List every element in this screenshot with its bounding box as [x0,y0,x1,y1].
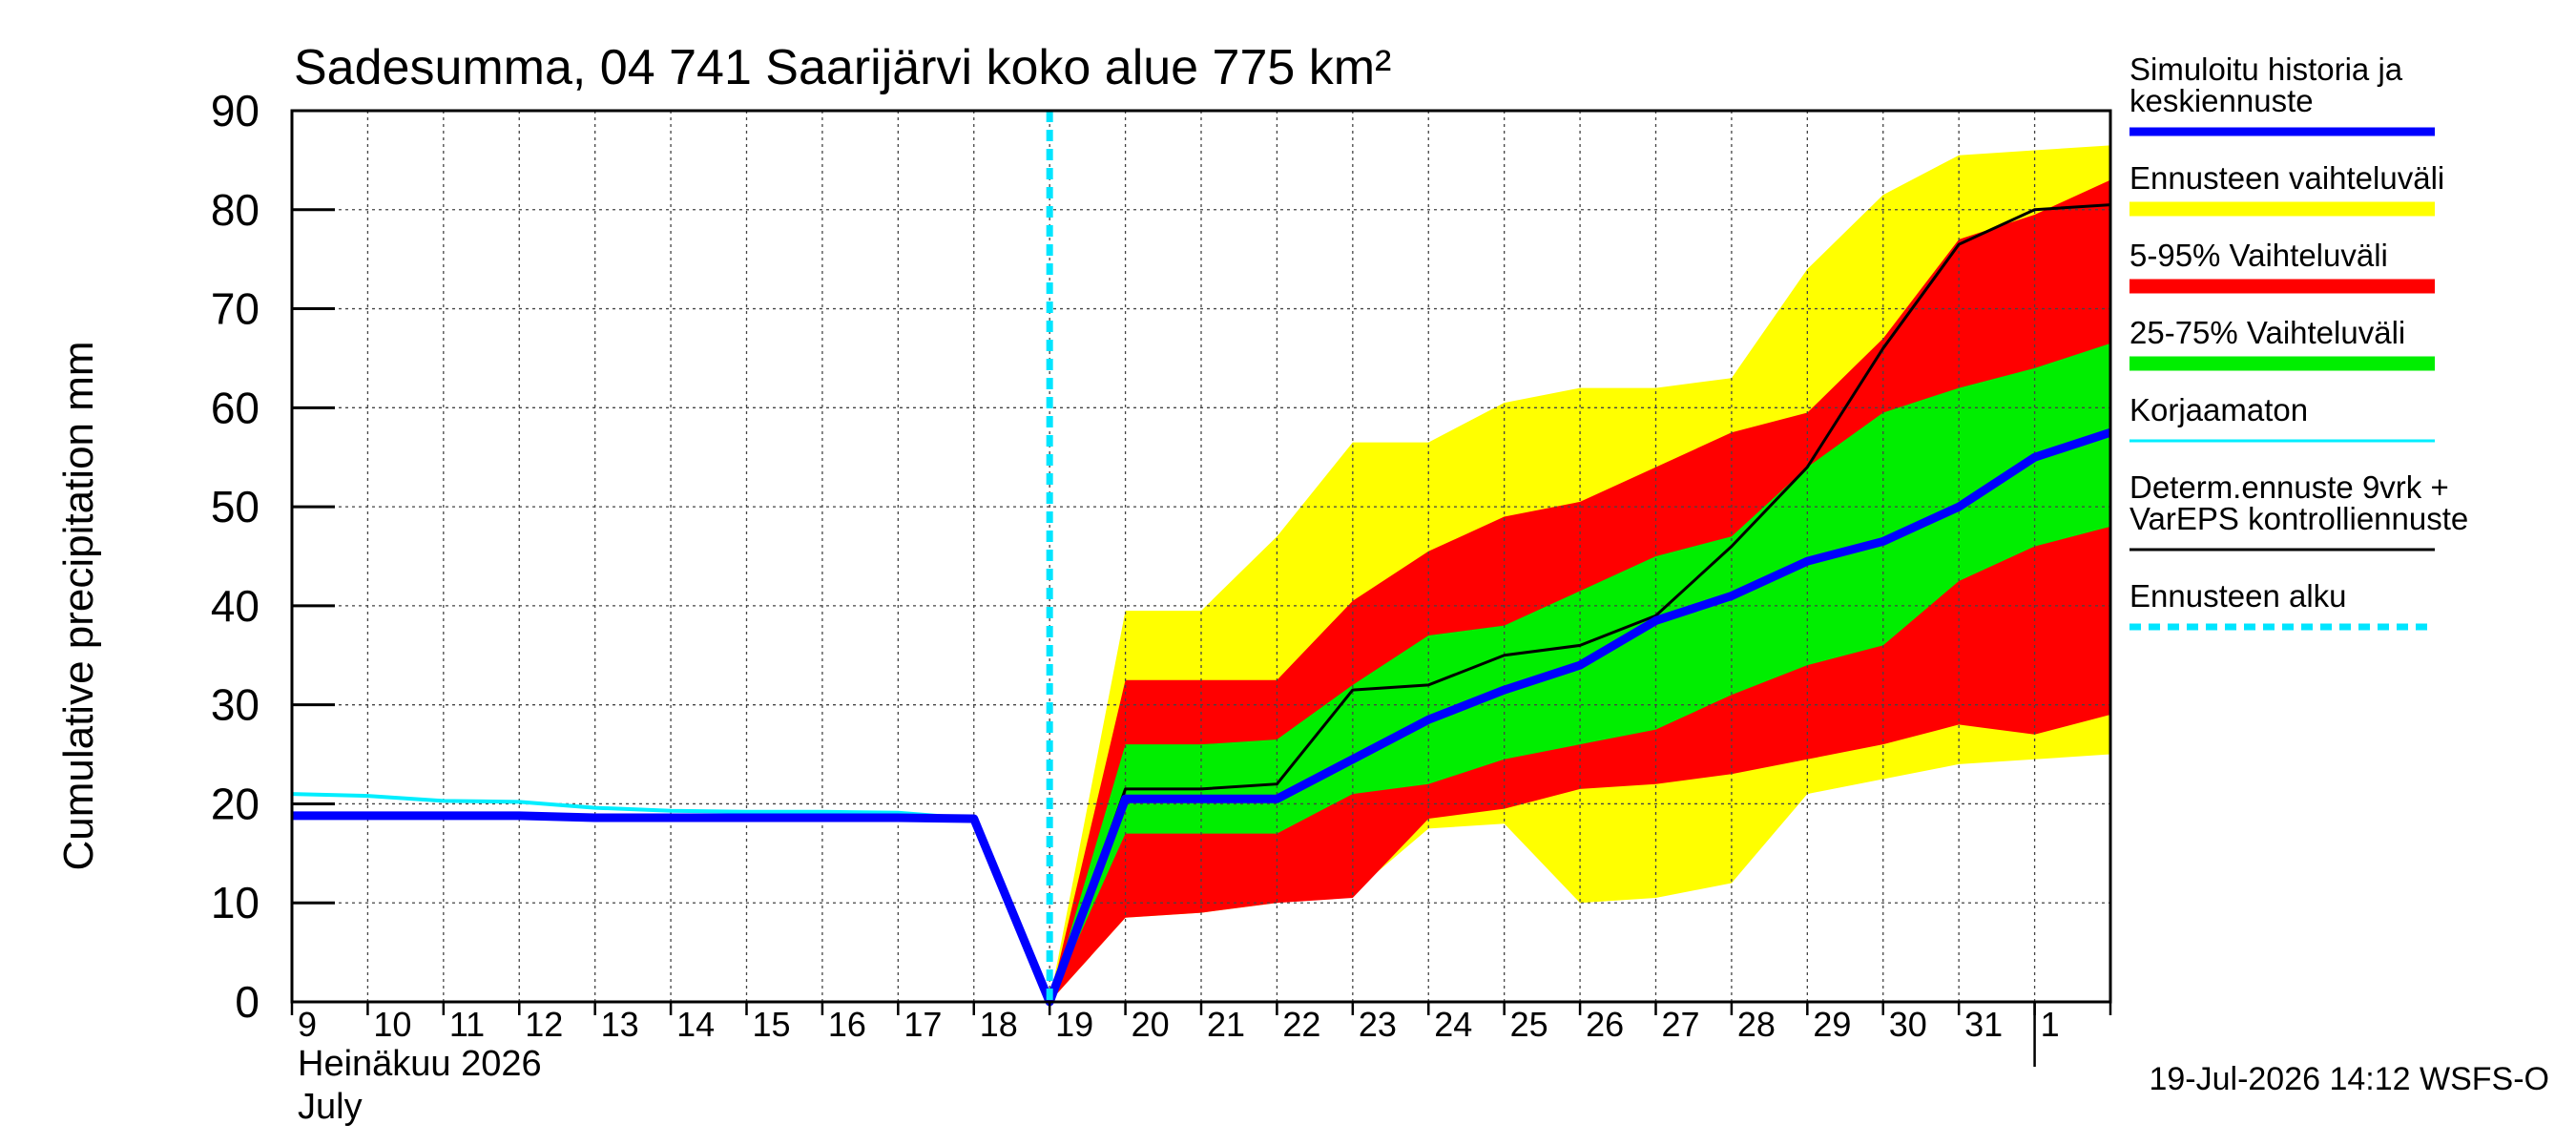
y-axis-label: Cumulative precipitation mm [55,341,102,870]
x-tick-label: 18 [980,1005,1018,1044]
legend-label: Simuloitu historia ja [2129,52,2403,87]
legend-label: 25-75% Vaihteluväli [2129,315,2405,350]
legend-label: Ennusteen vaihteluväli [2129,160,2444,196]
x-tick-label: 17 [904,1005,942,1044]
x-tick-label: 31 [1964,1005,2003,1044]
x-tick-label: 11 [449,1005,485,1044]
x-tick-label: 25 [1510,1005,1548,1044]
x-tick-label: 24 [1434,1005,1472,1044]
y-tick-label: 70 [211,284,260,334]
legend-label: Ennusteen alku [2129,578,2347,614]
y-tick-labels: 0 10 20 30 40 50 60 70 80 90 [211,86,260,1027]
legend-label: keskiennuste [2129,83,2314,118]
chart-title: Sadesumma, 04 741 Saarijärvi koko alue 7… [294,40,1391,95]
y-tick-label: 60 [211,383,260,432]
legend-label: Korjaamaton [2129,392,2308,427]
x-tick-label: 30 [1889,1005,1927,1044]
y-tick-label: 10 [211,878,260,927]
legend-label: 5-95% Vaihteluväli [2129,238,2388,273]
x-tick-label: 1 [2041,1005,2060,1044]
median-line [292,428,2112,1007]
x-tick-label: 15 [753,1005,791,1044]
legend-label: Determ.ennuste 9vrk + [2129,469,2449,505]
x-tick-label: 20 [1132,1005,1170,1044]
x-tick-label: 10 [373,1005,411,1044]
x-tick-label: 29 [1813,1005,1851,1044]
x-tick-label: 21 [1207,1005,1245,1044]
x-tick-label: 28 [1737,1005,1776,1044]
legend-label: VarEPS kontrolliennuste [2129,501,2468,536]
timestamp-label: 19-Jul-2026 14:12 WSFS-O [2149,1061,2549,1097]
x-tick-label: 14 [676,1005,715,1044]
grid-lines [292,111,2110,1002]
y-tick-label: 90 [211,86,260,135]
x-axis-month-label-en: July [298,1087,363,1127]
y-tick-label: 80 [211,185,260,235]
x-tick-label: 9 [298,1005,317,1044]
y-tick-label: 30 [211,680,260,730]
y-tick-label: 0 [235,977,260,1027]
y-tick-label: 20 [211,779,260,828]
determ-forecast-line [1048,203,2111,1003]
x-tick-label: 19 [1055,1005,1093,1044]
x-tick-label: 12 [525,1005,563,1044]
x-tick-label: 27 [1662,1005,1700,1044]
korjaamaton-line [291,792,974,822]
y-tick-label: 40 [211,581,260,631]
x-tick-label: 16 [828,1005,866,1044]
x-tick-label: 13 [601,1005,639,1044]
x-tick-label: 22 [1282,1005,1320,1044]
axes [290,109,2112,1067]
x-tick-label: 26 [1586,1005,1624,1044]
x-axis-month-label: Heinäkuu 2026 [298,1044,542,1084]
series-lines [291,111,2112,1007]
x-tick-labels: 9 10 11 12 13 14 15 16 17 18 19 20 21 22 23 24 25 26 27 28 2… [298,1005,2060,1044]
x-tick-label: 23 [1359,1005,1397,1044]
y-tick-label: 50 [211,482,260,531]
